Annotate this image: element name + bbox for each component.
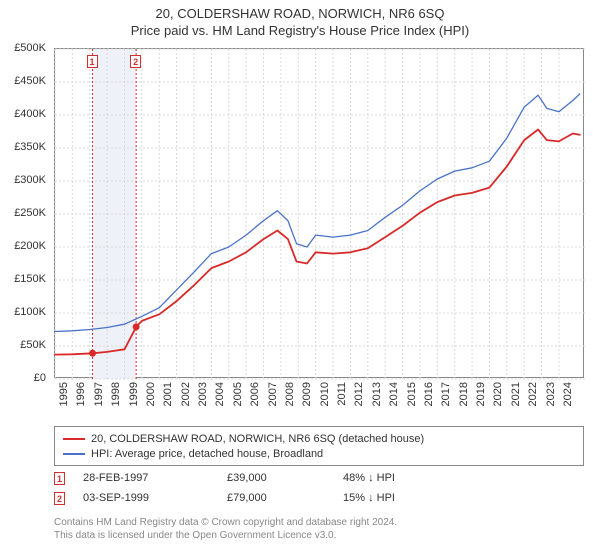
event-row-2: 2 03-SEP-1999 £79,000 15% ↓ HPI <box>54 488 584 508</box>
x-tick-label: 2013 <box>371 382 383 406</box>
chart-subtitle: Price paid vs. HM Land Registry's House … <box>0 23 600 38</box>
legend: 20, COLDERSHAW ROAD, NORWICH, NR6 6SQ (d… <box>54 426 584 466</box>
x-tick-label: 2016 <box>423 382 435 406</box>
event-row-1: 1 28-FEB-1997 £39,000 48% ↓ HPI <box>54 468 584 488</box>
chart-title-block: 20, COLDERSHAW ROAD, NORWICH, NR6 6SQ Pr… <box>0 0 600 38</box>
x-tick-label: 1997 <box>93 382 105 406</box>
y-tick-label: £150K <box>14 273 46 285</box>
x-tick-label: 2004 <box>214 382 226 406</box>
x-tick-label: 2015 <box>406 382 418 406</box>
x-tick-label: 2014 <box>388 382 400 406</box>
y-tick-label: £300K <box>14 174 46 186</box>
y-tick-label: £200K <box>14 240 46 252</box>
legend-swatch-hpi <box>63 453 85 455</box>
y-tick-label: £250K <box>14 207 46 219</box>
y-axis-labels: £0£50K£100K£150K£200K£250K£300K£350K£400… <box>0 48 50 378</box>
x-tick-label: 1996 <box>75 382 87 406</box>
attribution-line-1: Contains HM Land Registry data © Crown c… <box>54 516 584 529</box>
chart-title: 20, COLDERSHAW ROAD, NORWICH, NR6 6SQ <box>0 6 600 21</box>
x-tick-label: 2010 <box>319 382 331 406</box>
x-tick-label: 1998 <box>110 382 122 406</box>
event-marker-2: 2 <box>54 492 65 505</box>
y-tick-label: £500K <box>14 42 46 54</box>
event-price-2: £79,000 <box>227 492 337 504</box>
event-date-2: 03-SEP-1999 <box>71 492 221 504</box>
y-tick-label: £0 <box>34 372 46 384</box>
x-tick-label: 2024 <box>562 382 574 406</box>
x-tick-label: 2001 <box>162 382 174 406</box>
x-tick-label: 2023 <box>545 382 557 406</box>
chart-plot-area: 12 <box>54 48 584 378</box>
event-marker-1: 1 <box>54 472 65 485</box>
x-tick-label: 2011 <box>336 382 348 406</box>
x-tick-label: 2008 <box>284 382 296 406</box>
y-tick-label: £350K <box>14 141 46 153</box>
y-tick-label: £450K <box>14 75 46 87</box>
event-delta-2: 15% ↓ HPI <box>343 492 493 504</box>
y-tick-label: £50K <box>20 339 46 351</box>
x-tick-label: 2000 <box>145 382 157 406</box>
x-tick-label: 1999 <box>128 382 140 406</box>
x-tick-label: 2005 <box>232 382 244 406</box>
chart-event-marker-1: 1 <box>87 55 98 68</box>
attribution-line-2: This data is licensed under the Open Gov… <box>54 529 584 542</box>
legend-item-property: 20, COLDERSHAW ROAD, NORWICH, NR6 6SQ (d… <box>63 431 575 446</box>
legend-label-property: 20, COLDERSHAW ROAD, NORWICH, NR6 6SQ (d… <box>91 433 424 445</box>
legend-label-hpi: HPI: Average price, detached house, Broa… <box>91 448 323 460</box>
events-table: 1 28-FEB-1997 £39,000 48% ↓ HPI 2 03-SEP… <box>54 468 584 508</box>
y-tick-label: £100K <box>14 306 46 318</box>
x-tick-label: 2017 <box>440 382 452 406</box>
legend-item-hpi: HPI: Average price, detached house, Broa… <box>63 446 575 461</box>
x-tick-label: 2006 <box>249 382 261 406</box>
x-tick-label: 2003 <box>197 382 209 406</box>
x-axis-labels: 1995 1996 1997 1998 1999 2000 2001 2002 2003 2004… <box>54 382 584 422</box>
x-tick-label: 2002 <box>180 382 192 406</box>
attribution: Contains HM Land Registry data © Crown c… <box>54 516 584 542</box>
x-tick-label: 2020 <box>492 382 504 406</box>
x-tick-label: 2009 <box>301 382 313 406</box>
x-tick-label: 2012 <box>353 382 365 406</box>
chart-event-marker-2: 2 <box>130 55 141 68</box>
event-price-1: £39,000 <box>227 472 337 484</box>
legend-swatch-property <box>63 438 85 440</box>
y-tick-label: £400K <box>14 108 46 120</box>
x-tick-label: 2021 <box>510 382 522 406</box>
event-delta-1: 48% ↓ HPI <box>343 472 493 484</box>
x-tick-label: 2019 <box>475 382 487 406</box>
x-tick-label: 2022 <box>527 382 539 406</box>
x-tick-label: 2018 <box>458 382 470 406</box>
x-tick-label: 1995 <box>58 382 70 406</box>
event-date-1: 28-FEB-1997 <box>71 472 221 484</box>
x-tick-label: 2007 <box>267 382 279 406</box>
